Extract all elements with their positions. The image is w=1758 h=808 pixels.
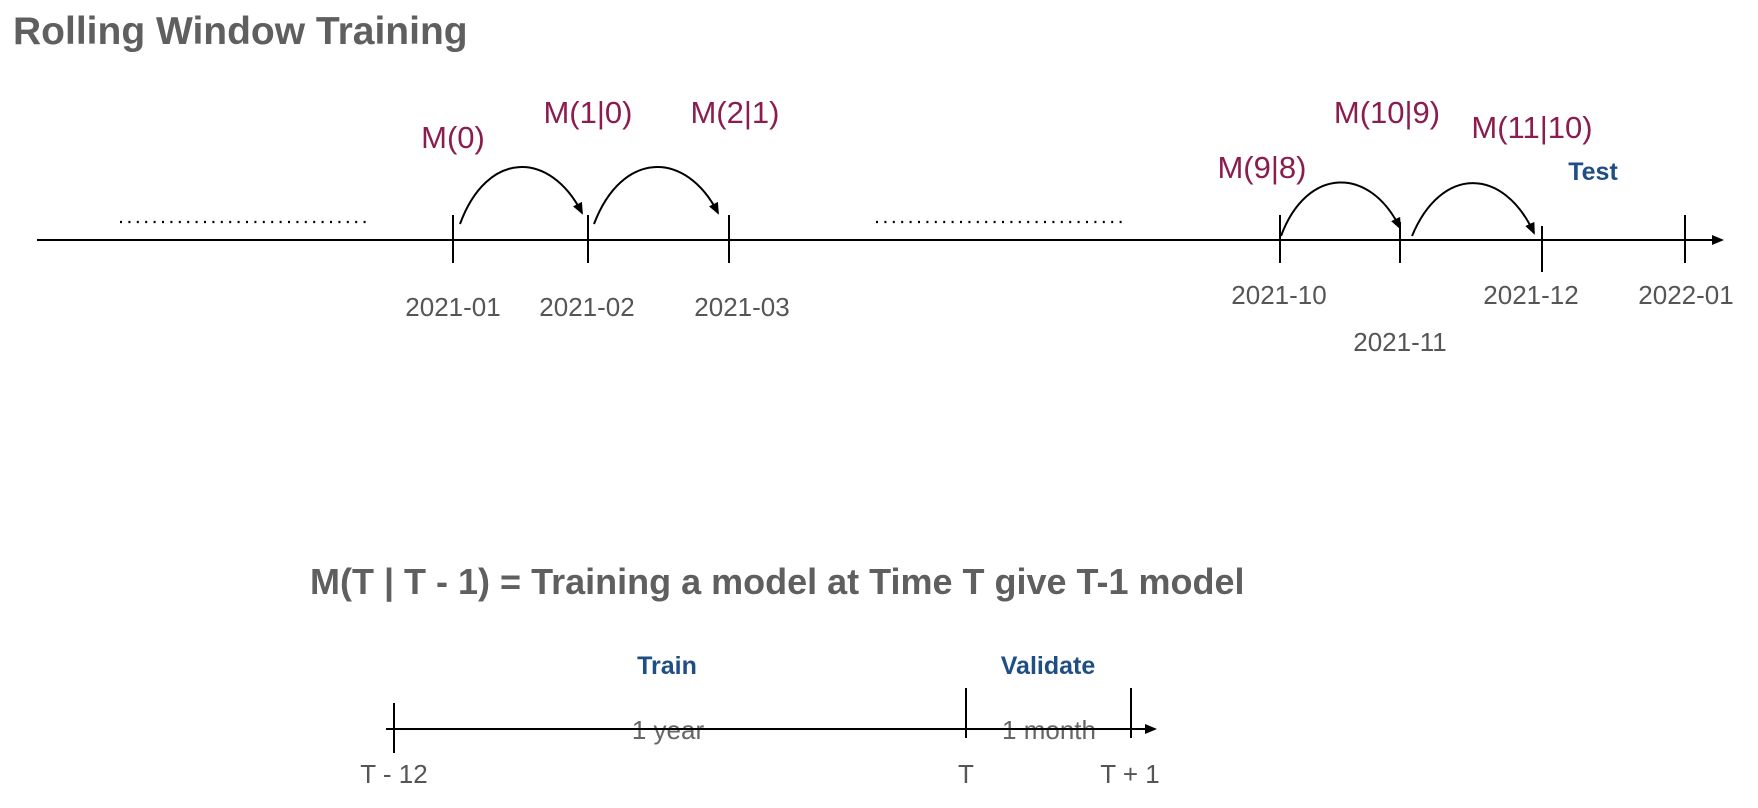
validate-label: Validate [1001,652,1096,680]
window-label-start: T - 12 [360,759,427,789]
window-label-mid: T [958,759,974,789]
model-label-m0: M(0) [421,120,485,155]
model-label-m10: M(10|9) [1334,95,1440,130]
model-label-m9: M(9|8) [1217,150,1306,185]
date-label-2021-11: 2021-11 [1353,327,1447,357]
arc-arrow-10-to-11 [1280,181,1401,237]
date-label-2022-01: 2022-01 [1638,280,1733,310]
arc-arrow-01-to-02 [459,166,583,225]
arc-arrow-11-to-12 [1411,182,1535,237]
model-label-m11: M(11|10) [1471,110,1592,145]
date-label-2021-10: 2021-10 [1231,280,1326,310]
date-label-2021-03: 2021-03 [694,292,789,322]
train-label: Train [637,652,697,680]
model-label-m2: M(2|1) [690,95,779,130]
arc-arrow-02-to-03 [593,166,719,225]
date-label-2021-02: 2021-02 [539,292,634,322]
model-label-m1: M(1|0) [543,95,632,130]
definition-text: M(T | T - 1) = Training a model at Time … [310,561,1245,603]
date-label-2021-01: 2021-01 [405,292,500,322]
date-label-2021-12: 2021-12 [1483,280,1578,310]
test-label: Test [1568,158,1618,186]
window-label-end: T + 1 [1100,759,1160,789]
diagram-title: Rolling Window Training [13,10,468,53]
